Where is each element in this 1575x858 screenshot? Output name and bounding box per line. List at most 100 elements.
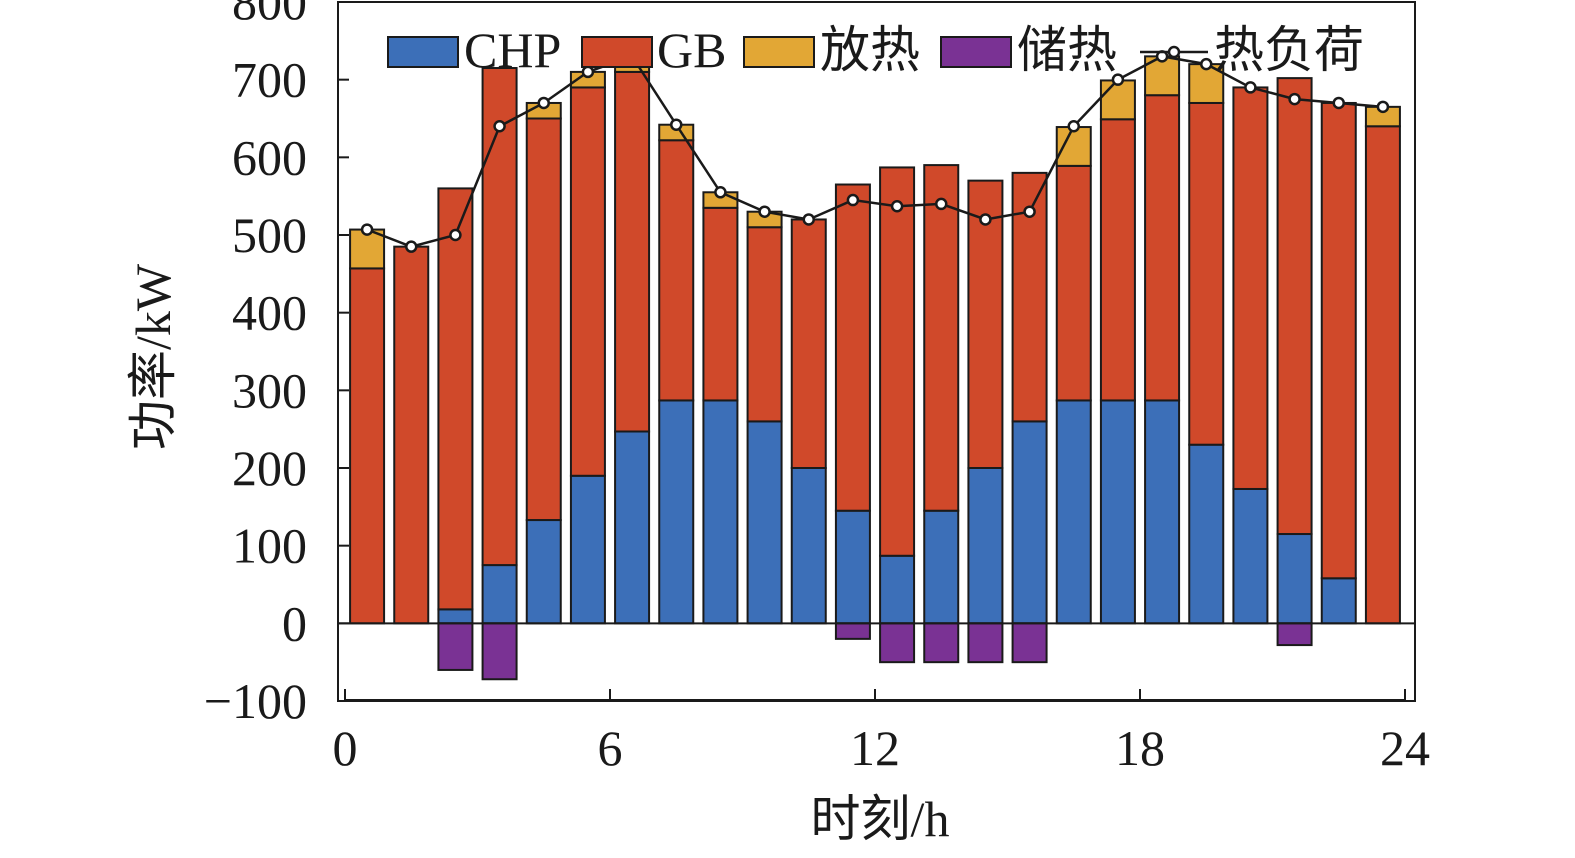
legend-swatch-储热 xyxy=(940,36,1012,68)
bar-CHP-18 xyxy=(1099,399,1136,625)
y-tick-label: 300 xyxy=(232,362,307,418)
heat-load-point-9 xyxy=(714,186,727,199)
legend-label-GB: GB xyxy=(657,22,726,78)
y-tick-label: 0 xyxy=(282,595,307,651)
bar-GB-10 xyxy=(746,226,783,423)
y-tick-label: 600 xyxy=(232,129,307,185)
bar-CHP-15 xyxy=(967,467,1004,625)
bar-CHP-21 xyxy=(1232,487,1269,625)
heat-load-point-17 xyxy=(1067,120,1080,133)
bar-GB-1 xyxy=(349,267,386,625)
heat-load-point-4 xyxy=(493,120,506,133)
bar-GB-5 xyxy=(525,117,562,522)
bar-GB-4 xyxy=(481,67,518,567)
bar-储热-12 xyxy=(834,622,871,640)
legend-label-CHP: CHP xyxy=(464,22,561,78)
bar-GB-8 xyxy=(658,139,695,402)
x-axis-label: 时刻/h xyxy=(811,791,950,847)
bar-GB-20 xyxy=(1188,101,1225,446)
bar-GB-21 xyxy=(1232,86,1269,490)
heat-load-point-24 xyxy=(1376,100,1390,114)
bar-GB-22 xyxy=(1276,77,1313,536)
bar-储热-4 xyxy=(481,622,518,681)
bar-GB-23 xyxy=(1320,101,1357,580)
heat-load-point-3 xyxy=(449,228,462,242)
heat-load-point-6 xyxy=(581,65,595,79)
bar-GB-11 xyxy=(790,218,827,469)
legend-swatch-放热 xyxy=(743,36,815,68)
bar-放热-1 xyxy=(349,228,386,270)
bar-CHP-7 xyxy=(614,430,651,625)
x-axis: 0 6 12 18 24 xyxy=(333,689,1430,776)
legend-marker-heat-load xyxy=(1167,45,1181,59)
heat-load-point-23 xyxy=(1332,96,1345,110)
x-tick-label: 0 xyxy=(333,720,358,776)
bar-GB-18 xyxy=(1099,118,1136,402)
y-tick-label: 400 xyxy=(232,285,307,341)
x-tick-label: 6 xyxy=(598,720,623,776)
bar-放热-18 xyxy=(1099,79,1136,121)
bar-CHP-11 xyxy=(790,467,827,625)
bar-GB-9 xyxy=(702,206,739,402)
x-tick-label: 24 xyxy=(1380,720,1430,776)
bar-GB-12 xyxy=(834,183,871,512)
heat-load-point-18 xyxy=(1111,73,1125,86)
heat-load-point-20 xyxy=(1200,57,1213,71)
y-tick-label: 500 xyxy=(232,207,307,263)
heat-load-point-1 xyxy=(360,223,374,236)
bar-GB-6 xyxy=(569,86,606,477)
bar-CHP-5 xyxy=(525,519,562,625)
heat-load-point-11 xyxy=(802,213,815,226)
heat-load-point-21 xyxy=(1244,81,1257,94)
bar-layer xyxy=(349,55,1401,681)
bar-储热-3 xyxy=(437,622,474,671)
bar-储热-16 xyxy=(1011,622,1048,664)
bar-CHP-13 xyxy=(879,554,916,625)
bar-放热-17 xyxy=(1055,126,1092,167)
bar-CHP-23 xyxy=(1320,577,1357,625)
bar-CHP-4 xyxy=(481,564,518,625)
bar-CHP-17 xyxy=(1055,399,1092,625)
legend-swatch-GB xyxy=(581,36,653,68)
bar-GB-2 xyxy=(393,245,430,625)
bar-CHP-20 xyxy=(1188,443,1225,625)
heat-load-point-10 xyxy=(758,205,771,218)
y-tick-label: 100 xyxy=(232,518,307,574)
y-axis: −100 0 100 200 300 400 500 600 700 800 xyxy=(204,0,349,729)
heat-load-point-16 xyxy=(1023,205,1036,218)
bar-CHP-22 xyxy=(1276,533,1313,625)
bar-CHP-6 xyxy=(569,474,606,625)
bar-GB-3 xyxy=(437,187,474,611)
heat-load-layer xyxy=(360,50,1390,253)
bar-储热-14 xyxy=(923,622,960,664)
y-axis-label: 功率/kW xyxy=(125,263,181,450)
bar-GB-24 xyxy=(1364,125,1401,625)
bar-CHP-16 xyxy=(1011,420,1048,625)
heat-load-point-12 xyxy=(846,193,860,207)
heat-load-point-22 xyxy=(1288,92,1301,106)
legend-label-放热: 放热 xyxy=(820,22,920,78)
bar-储热-15 xyxy=(967,622,1004,664)
heat-load-point-15 xyxy=(979,213,992,226)
legend: CHP GB 放热 储热 热负荷 xyxy=(387,22,1364,78)
bar-CHP-9 xyxy=(702,399,739,625)
y-tick-label: −100 xyxy=(204,673,307,729)
bar-CHP-19 xyxy=(1144,399,1181,625)
bar-GB-17 xyxy=(1055,164,1092,402)
heat-load-point-8 xyxy=(670,118,683,131)
heat-load-point-2 xyxy=(405,240,418,253)
heat-load-line xyxy=(366,54,1384,248)
bar-储热-13 xyxy=(879,622,916,664)
bar-GB-15 xyxy=(967,179,1004,469)
y-tick-label: 700 xyxy=(232,52,307,108)
legend-label-heat-load: 热负荷 xyxy=(1214,22,1364,78)
heat-load-point-5 xyxy=(537,96,550,110)
bar-CHP-14 xyxy=(923,509,960,625)
y-tick-label: 800 xyxy=(232,0,307,30)
bar-CHP-8 xyxy=(658,399,695,625)
bar-储热-22 xyxy=(1276,622,1313,647)
heat-load-point-13 xyxy=(890,200,904,213)
legend-swatch-CHP xyxy=(387,36,459,68)
x-tick-label: 12 xyxy=(850,720,900,776)
